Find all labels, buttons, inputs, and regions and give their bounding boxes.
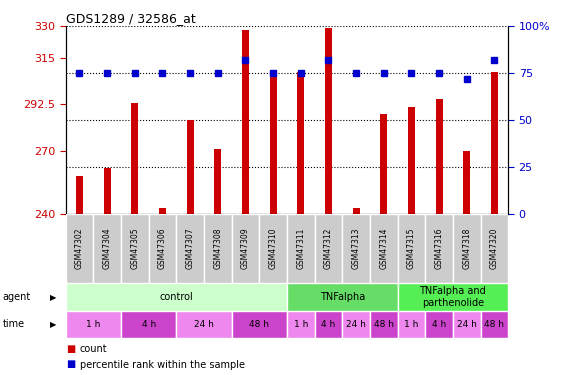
Text: control: control	[159, 292, 193, 302]
Bar	[453, 214, 481, 283]
Text: time: time	[3, 320, 25, 329]
Text: GSM47316: GSM47316	[435, 228, 444, 269]
Text: TNFalpha and
parthenolide: TNFalpha and parthenolide	[420, 286, 486, 308]
Bar	[187, 120, 194, 214]
Bar	[353, 207, 360, 214]
Bar	[121, 214, 148, 283]
Text: ▶: ▶	[50, 320, 57, 329]
Bar	[297, 72, 304, 214]
Text: 4 h: 4 h	[432, 320, 446, 329]
Text: GSM47320: GSM47320	[490, 228, 499, 269]
Text: percentile rank within the sample: percentile rank within the sample	[80, 360, 245, 369]
Bar	[408, 108, 415, 214]
Text: GSM47302: GSM47302	[75, 228, 84, 269]
Bar	[453, 311, 481, 338]
Bar	[397, 311, 425, 338]
Bar	[242, 30, 249, 214]
Text: GSM47307: GSM47307	[186, 228, 195, 269]
Text: 48 h: 48 h	[250, 320, 270, 329]
Text: GSM47311: GSM47311	[296, 228, 305, 269]
Text: GSM47309: GSM47309	[241, 228, 250, 269]
Bar	[232, 311, 287, 338]
Text: GSM47306: GSM47306	[158, 228, 167, 269]
Bar	[315, 214, 342, 283]
Bar	[121, 311, 176, 338]
Text: GSM47310: GSM47310	[268, 228, 278, 269]
Text: GSM47318: GSM47318	[462, 228, 471, 269]
Bar	[397, 283, 508, 311]
Bar	[104, 168, 111, 214]
Bar	[463, 151, 470, 214]
Text: 48 h: 48 h	[374, 320, 394, 329]
Text: GSM47305: GSM47305	[130, 228, 139, 269]
Bar	[176, 214, 204, 283]
Bar	[287, 214, 315, 283]
Text: ■: ■	[66, 360, 75, 369]
Text: GSM47308: GSM47308	[214, 228, 222, 269]
Bar	[370, 214, 397, 283]
Bar	[259, 214, 287, 283]
Bar	[481, 214, 508, 283]
Text: TNFalpha: TNFalpha	[320, 292, 365, 302]
Text: GSM47304: GSM47304	[103, 228, 112, 269]
Bar	[287, 283, 397, 311]
Bar	[481, 311, 508, 338]
Bar	[76, 176, 83, 214]
Bar	[232, 214, 259, 283]
Bar	[66, 283, 287, 311]
Text: ▶: ▶	[50, 292, 57, 302]
Text: 24 h: 24 h	[194, 320, 214, 329]
Bar	[66, 311, 121, 338]
Text: 24 h: 24 h	[457, 320, 477, 329]
Bar	[397, 214, 425, 283]
Bar	[380, 114, 387, 214]
Bar	[270, 72, 276, 214]
Bar	[214, 149, 221, 214]
Bar	[148, 214, 176, 283]
Bar	[159, 207, 166, 214]
Bar	[131, 104, 138, 214]
Text: GSM47315: GSM47315	[407, 228, 416, 269]
Text: agent: agent	[3, 292, 31, 302]
Text: 24 h: 24 h	[346, 320, 366, 329]
Text: GDS1289 / 32586_at: GDS1289 / 32586_at	[66, 12, 195, 25]
Bar	[370, 311, 397, 338]
Text: GSM47314: GSM47314	[379, 228, 388, 269]
Text: 48 h: 48 h	[484, 320, 504, 329]
Text: GSM47312: GSM47312	[324, 228, 333, 269]
Bar	[425, 311, 453, 338]
Bar	[342, 214, 370, 283]
Bar	[66, 214, 93, 283]
Bar	[325, 28, 332, 214]
Text: 1 h: 1 h	[404, 320, 419, 329]
Bar	[315, 311, 342, 338]
Bar	[287, 311, 315, 338]
Text: 1 h: 1 h	[86, 320, 100, 329]
Text: GSM47313: GSM47313	[352, 228, 360, 269]
Text: 1 h: 1 h	[293, 320, 308, 329]
Bar	[491, 72, 498, 214]
Bar	[425, 214, 453, 283]
Text: count: count	[80, 344, 107, 354]
Bar	[93, 214, 121, 283]
Text: 4 h: 4 h	[142, 320, 156, 329]
Bar	[342, 311, 370, 338]
Bar	[204, 214, 232, 283]
Text: 4 h: 4 h	[321, 320, 336, 329]
Bar	[176, 311, 232, 338]
Bar	[436, 99, 443, 214]
Text: ■: ■	[66, 344, 75, 354]
